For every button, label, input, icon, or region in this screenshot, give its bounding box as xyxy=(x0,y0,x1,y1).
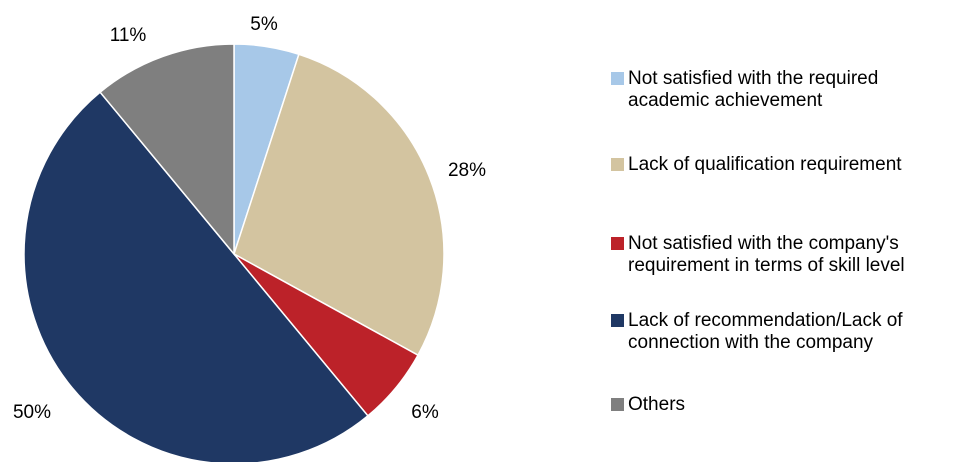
legend-label-skill: Not satisfied with the company's require… xyxy=(628,233,905,276)
pie-slice-others xyxy=(99,43,235,257)
legend-label-recommendation: Lack of recommendation/Lack of connectio… xyxy=(628,310,903,353)
chart-legend: Not satisfied with the required academic… xyxy=(611,0,967,462)
legend-item-recommendation: Lack of recommendation/Lack of connectio… xyxy=(611,310,967,354)
legend-swatch-recommendation xyxy=(611,314,624,327)
legend-swatch-qualification xyxy=(611,158,624,171)
legend-swatch-others xyxy=(611,398,624,411)
legend-item-skill: Not satisfied with the company's require… xyxy=(611,233,967,277)
pie-percentage-labels: 5% 28% 6% 50% 11% xyxy=(13,14,486,423)
pie-slices xyxy=(23,43,445,462)
legend-item-others: Others xyxy=(611,394,967,416)
pie-slice-recommendation xyxy=(23,91,369,462)
slice-label-qualification: 28% xyxy=(448,160,486,181)
legend-swatch-academic xyxy=(611,72,624,85)
slice-label-skill: 6% xyxy=(411,402,439,423)
pie-slice-qualification xyxy=(233,53,445,357)
legend-label-others: Others xyxy=(628,394,686,415)
legend-swatch-skill xyxy=(611,237,624,250)
legend-label-qualification: Lack of qualification requirement xyxy=(628,154,902,175)
legend-item-qualification: Lack of qualification requirement xyxy=(611,154,967,176)
legend-item-academic: Not satisfied with the required academic… xyxy=(611,68,967,112)
legend-label-academic: Not satisfied with the required academic… xyxy=(628,68,879,111)
slice-label-others: 11% xyxy=(110,25,147,46)
slice-label-recommendation: 50% xyxy=(13,402,51,423)
slice-label-academic: 5% xyxy=(250,14,278,35)
